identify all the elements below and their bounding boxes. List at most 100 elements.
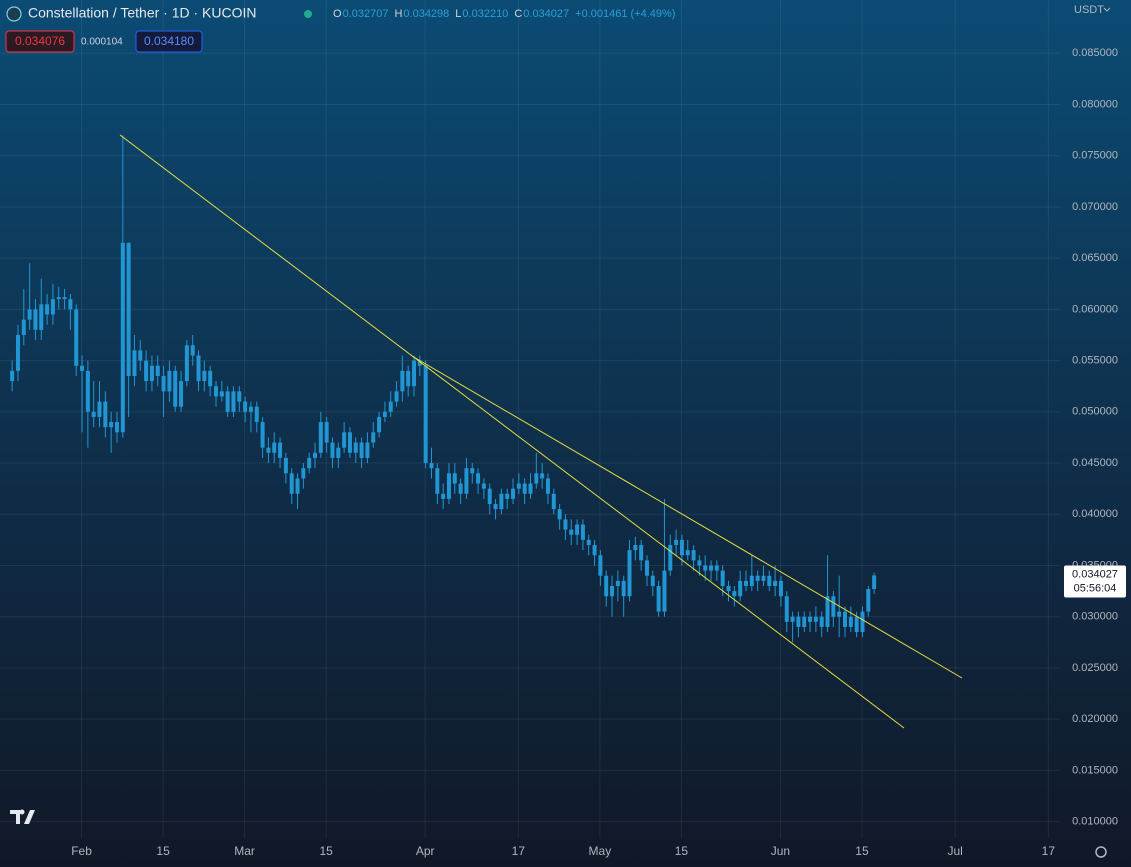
candle-body [586,539,591,546]
candle-body [56,297,61,300]
candle-body [557,509,562,520]
y-tick-label: 0.045000 [1072,457,1118,469]
candle-body [161,375,166,392]
buy-box[interactable] [135,30,203,53]
candle-body [15,334,20,371]
candle-body [324,422,329,443]
candle-body [254,406,259,423]
candle-body [173,370,178,407]
currency[interactable]: USDT [1074,4,1104,16]
symbol-title: Constellation / Tether · 1D · KUCOIN [28,5,257,21]
candle-body [644,560,649,576]
candle-body [499,493,504,510]
candle-body [755,575,760,581]
legend-label: C [514,8,522,20]
candle-body [400,370,405,392]
candle-body [91,411,96,417]
candle-body [639,545,644,561]
candle-body [155,365,160,376]
candle-body [202,370,207,382]
candle-body [68,299,73,310]
candle-body [365,442,370,458]
candle-body [668,545,673,571]
candle-body [860,611,865,633]
candle-body [388,401,393,412]
candle-body [260,422,265,448]
legend-value: 0.034027 [523,8,569,20]
candle-body [866,589,871,612]
candle-body [33,309,38,330]
candle-body [149,365,154,382]
candle-body [481,483,486,489]
candle-body [592,545,597,556]
candle-body [353,442,358,453]
candle-body [837,611,842,617]
trendline [411,355,963,679]
candle-body [802,616,807,627]
candle-body [283,457,288,474]
candle-body [225,391,230,412]
candle-body [109,422,114,428]
candle-body [703,565,708,571]
candle-body [709,565,714,571]
y-tick-label: 0.055000 [1072,355,1118,367]
x-tick-label: 17 [1042,844,1056,858]
buy-price: 0.034180 [144,34,194,48]
candle-body [685,550,690,556]
candle-body [563,519,568,530]
y-tick-label: 0.015000 [1072,764,1118,776]
candle-body [213,386,218,397]
candle-body [743,580,748,586]
candle-body [749,575,754,586]
candle-body [470,468,475,474]
candle-body [534,473,539,484]
trendlines [119,134,963,729]
y-tick-label: 0.030000 [1072,611,1118,623]
candle-body [476,473,481,484]
trendline [119,134,905,729]
candle-body [487,488,492,505]
candle-body [831,596,836,617]
x-tick-label: Jul [947,844,962,858]
y-tick-label: 0.070000 [1072,201,1118,213]
candle-body [854,616,859,633]
candle-body [732,591,737,597]
candle-body [382,411,387,417]
y-tick-label: 0.020000 [1072,713,1118,725]
candle-body [604,575,609,597]
y-tick-label: 0.060000 [1072,303,1118,315]
candle-body [662,570,667,612]
candle-body [458,483,463,494]
candle-body [598,555,603,576]
candle-body [825,596,830,627]
candle-body [248,406,253,412]
candle-body [138,350,143,361]
candle-body [575,524,580,535]
candle-body [610,585,615,597]
candle-body [493,504,498,510]
candle-body [347,432,352,453]
sell-box[interactable] [5,30,75,53]
candle-body [412,360,417,387]
candle-body [796,616,801,627]
candle-body [569,529,574,535]
candle-body [551,493,556,510]
candle-body [441,493,446,499]
candle-body [720,570,725,586]
y-tick-label: 0.010000 [1072,816,1118,828]
settings-icon[interactable] [1095,846,1107,858]
candle-body [761,575,766,581]
candle-body [62,297,67,300]
last-price-label: 0.034027 [1072,568,1118,580]
candle-body [208,370,213,387]
candle-body [697,560,702,566]
candle-body [301,468,306,479]
candle-body [446,473,451,499]
candle-body [516,483,521,489]
candle-body [511,488,516,499]
legend-change: +0.001461 (+4.49%) [575,8,675,20]
candle-body [429,463,434,469]
axes: 0.010000 0.015000 0.020000 0.025000 0.030000… [71,47,1126,858]
candle-body [313,452,318,458]
